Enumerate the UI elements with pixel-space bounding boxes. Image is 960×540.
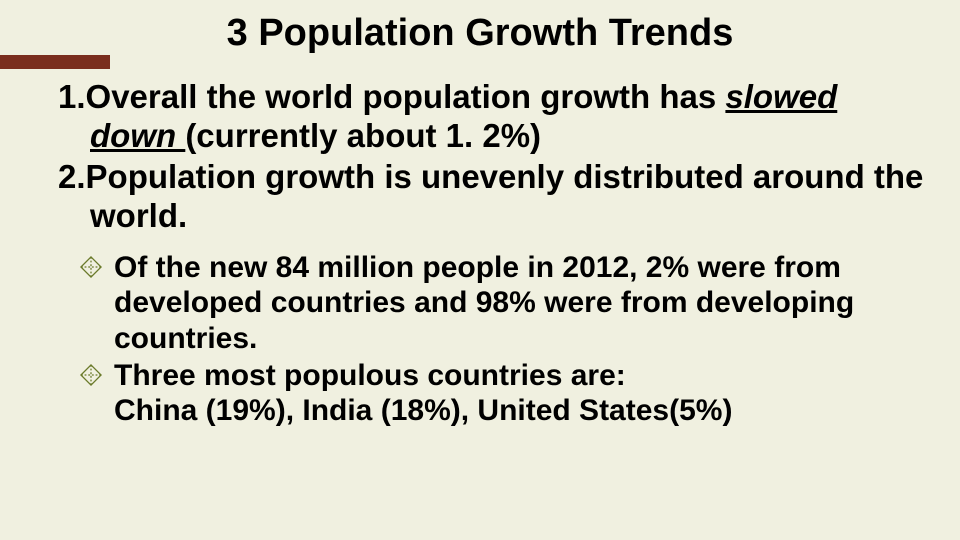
slide-title: 3 Population Growth Trends bbox=[0, 12, 960, 55]
sub-bullet-text: Of the new 84 million people in 2012, 2%… bbox=[114, 251, 854, 355]
numbered-point-1: 1.Overall the world population growth ha… bbox=[42, 78, 927, 156]
sub-bullet-1: Of the new 84 million people in 2012, 2%… bbox=[114, 250, 927, 356]
sub-bullet-list: Of the new 84 million people in 2012, 2%… bbox=[42, 250, 927, 429]
sub-bullet-2: Three most populous countries are: China… bbox=[114, 358, 927, 429]
point-number: 2. bbox=[58, 158, 86, 195]
diamond-bullet-icon bbox=[80, 364, 102, 386]
diamond-bullet-icon bbox=[80, 256, 102, 278]
sub-bullet-line1: Three most populous countries are: bbox=[114, 358, 927, 393]
point-text: Population growth is unevenly distribute… bbox=[86, 158, 924, 234]
slide-content: 1.Overall the world population growth ha… bbox=[42, 78, 927, 431]
accent-bar bbox=[0, 55, 110, 69]
numbered-point-2: 2.Population growth is unevenly distribu… bbox=[42, 158, 927, 236]
point-text-suffix: (currently about 1. 2%) bbox=[185, 117, 541, 154]
sub-bullet-line2: China (19%), India (18%), United States(… bbox=[114, 393, 927, 428]
point-text-prefix: Overall the world population growth has bbox=[86, 78, 726, 115]
point-number: 1. bbox=[58, 78, 86, 115]
